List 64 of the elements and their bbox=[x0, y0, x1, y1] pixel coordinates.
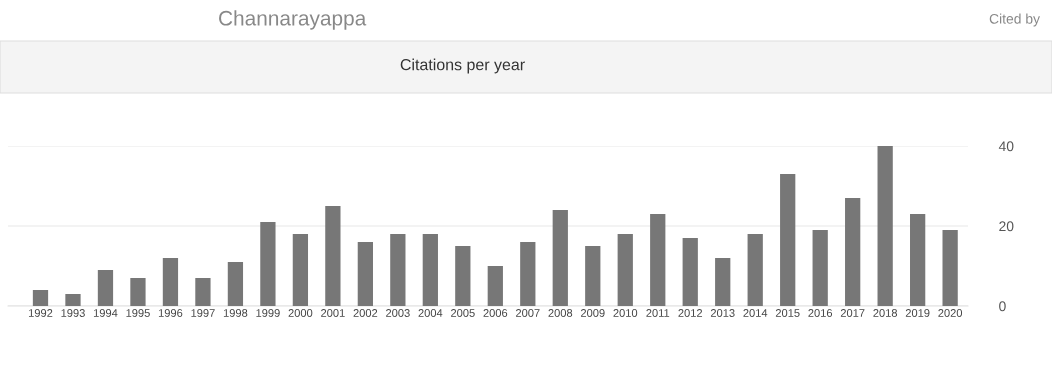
x-tick-label: 2014 bbox=[743, 309, 768, 317]
x-tick-label: 2010 bbox=[613, 309, 638, 317]
chart-subtitle: Citations per year bbox=[400, 58, 525, 74]
bar bbox=[520, 242, 536, 306]
bar bbox=[812, 230, 828, 306]
x-tick-label: 2002 bbox=[353, 309, 378, 317]
x-tick-label: 2005 bbox=[451, 309, 475, 317]
bar bbox=[455, 246, 471, 306]
x-tick-label: 1998 bbox=[223, 309, 248, 317]
bar bbox=[195, 278, 211, 306]
x-tick-label: 1995 bbox=[126, 309, 150, 317]
x-tick-label: 2020 bbox=[938, 309, 963, 317]
bar bbox=[65, 294, 81, 306]
bar bbox=[650, 214, 666, 306]
y-tick-label: 0 bbox=[999, 301, 1006, 312]
x-tick-label: 2019 bbox=[905, 309, 930, 317]
bar bbox=[715, 258, 731, 306]
bar bbox=[292, 234, 309, 306]
bar bbox=[552, 210, 568, 306]
chart-title: Channarayappa bbox=[219, 10, 367, 30]
x-tick-label: 2018 bbox=[873, 309, 898, 317]
x-tick-label: 2011 bbox=[646, 309, 670, 317]
bar bbox=[227, 262, 244, 306]
x-tick-label: 2016 bbox=[808, 309, 833, 317]
x-tick-label: 2006 bbox=[483, 309, 508, 317]
x-tick-label: 2009 bbox=[580, 309, 605, 317]
y-tick-label: 20 bbox=[999, 221, 1014, 232]
x-tick-label: 2007 bbox=[516, 309, 540, 317]
bar bbox=[325, 206, 341, 306]
x-tick-label: 2003 bbox=[386, 309, 410, 317]
bar bbox=[942, 230, 958, 306]
x-tick-label: 1993 bbox=[61, 309, 85, 317]
bar bbox=[390, 234, 406, 306]
bar bbox=[162, 258, 179, 306]
bar bbox=[422, 234, 438, 306]
bar bbox=[260, 222, 276, 306]
x-tick-label: 2017 bbox=[840, 309, 865, 317]
x-tick-label: 2013 bbox=[710, 309, 735, 317]
x-tick-label: 1992 bbox=[28, 309, 53, 317]
x-tick-label: 2012 bbox=[678, 309, 703, 317]
x-tick-label: 1997 bbox=[191, 309, 215, 317]
x-tick-label: 2015 bbox=[775, 309, 800, 317]
x-tick-label: 1994 bbox=[93, 309, 118, 317]
x-tick-label: 1996 bbox=[158, 309, 183, 317]
text: Cited by bbox=[989, 13, 1040, 27]
bar bbox=[845, 198, 861, 306]
bar bbox=[585, 246, 601, 306]
x-tick-label: 1999 bbox=[256, 309, 280, 317]
bar bbox=[32, 290, 49, 306]
bar bbox=[130, 278, 146, 306]
bar bbox=[877, 146, 893, 306]
bar bbox=[910, 214, 926, 306]
x-tick-label: 2008 bbox=[548, 309, 573, 317]
x-tick-label: 2000 bbox=[288, 309, 313, 317]
bar bbox=[487, 266, 503, 306]
bar bbox=[780, 174, 796, 306]
bar bbox=[357, 242, 373, 306]
bar bbox=[97, 270, 114, 306]
bar bbox=[682, 238, 698, 306]
x-tick-label: 2004 bbox=[418, 309, 443, 317]
bar bbox=[747, 234, 763, 306]
y-tick-label: 40 bbox=[998, 141, 1014, 152]
x-tick-label: 2001 bbox=[321, 309, 345, 317]
bar bbox=[617, 234, 633, 306]
